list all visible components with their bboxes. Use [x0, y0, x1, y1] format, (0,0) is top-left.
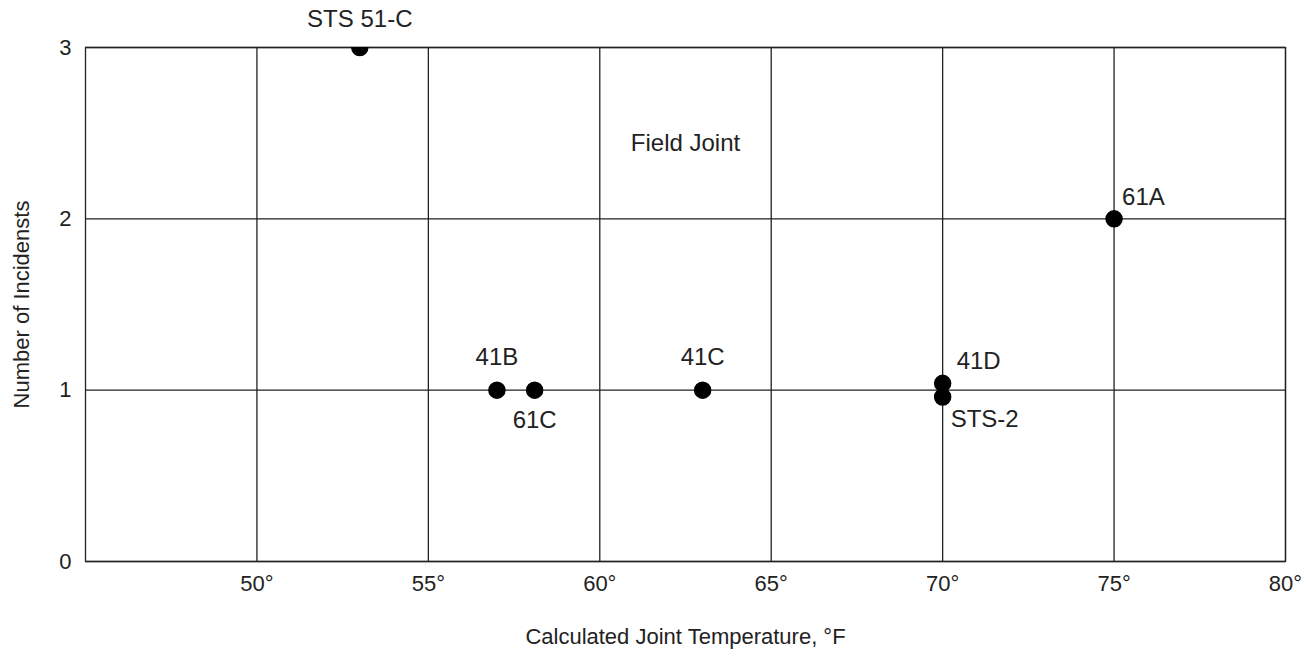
svg-text:STS 51-C: STS 51-C [307, 5, 412, 32]
svg-text:55°: 55° [412, 571, 445, 596]
svg-text:61C: 61C [513, 406, 557, 433]
svg-text:41B: 41B [476, 343, 519, 370]
svg-text:60°: 60° [583, 571, 616, 596]
svg-text:0: 0 [59, 549, 71, 574]
svg-text:2: 2 [59, 206, 71, 231]
svg-text:50°: 50° [240, 571, 273, 596]
svg-text:STS-2: STS-2 [951, 405, 1019, 432]
svg-text:Field Joint: Field Joint [631, 129, 741, 156]
svg-text:80°: 80° [1269, 571, 1302, 596]
svg-text:41C: 41C [681, 343, 725, 370]
svg-text:Number of Incidensts: Number of Incidensts [9, 201, 34, 409]
svg-text:75°: 75° [1097, 571, 1130, 596]
svg-text:1: 1 [59, 377, 71, 402]
svg-text:61A: 61A [1122, 183, 1165, 210]
svg-text:3: 3 [59, 35, 71, 60]
svg-text:70°: 70° [926, 571, 959, 596]
svg-text:Calculated Joint Temperature,: Calculated Joint Temperature, °F [525, 624, 845, 649]
svg-text:41D: 41D [957, 347, 1001, 374]
svg-text:65°: 65° [755, 571, 788, 596]
